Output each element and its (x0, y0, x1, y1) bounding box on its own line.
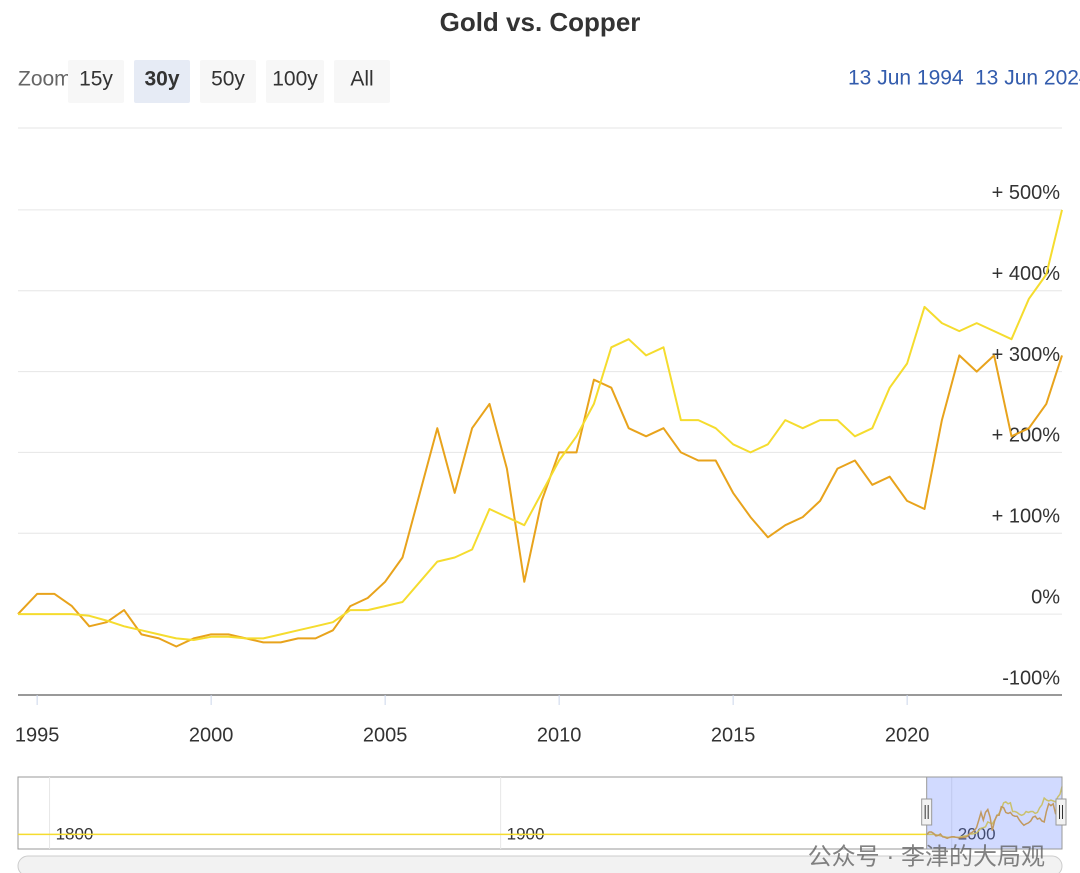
y-tick-label: + 200% (992, 425, 1061, 447)
y-tick-label: + 100% (992, 506, 1061, 528)
zoom-button-label[interactable]: 100y (272, 68, 318, 91)
chart-title: Gold vs. Copper (440, 7, 641, 37)
zoom-button[interactable] (334, 60, 390, 103)
zoom-button[interactable] (200, 60, 256, 103)
navigator-frame (17, 776, 1063, 850)
zoom-button-label[interactable]: 30y (144, 68, 179, 91)
zoom-button[interactable] (68, 60, 124, 103)
scrollbar[interactable] (17, 855, 1063, 873)
zoom-button[interactable] (134, 60, 190, 103)
navigator-selection[interactable] (926, 776, 1063, 850)
y-tick-label: 0% (1031, 586, 1060, 608)
y-tick-label: + 500% (992, 182, 1061, 204)
series-line (18, 209, 1063, 641)
x-tick-label: 2000 (189, 724, 234, 746)
x-tick-label: 2010 (537, 724, 582, 746)
navigator-handle[interactable] (1055, 798, 1067, 826)
navigator-handle[interactable] (921, 798, 933, 826)
x-tick-label: 1995 (15, 724, 60, 746)
y-tick-label: + 300% (992, 344, 1061, 366)
zoom-label: Zoom (18, 68, 72, 91)
y-tick-label: + 400% (992, 263, 1061, 285)
navigator-line (926, 802, 1063, 840)
zoom-button-label[interactable]: All (350, 68, 373, 91)
x-tick-label: 2015 (711, 724, 756, 746)
series-line (17, 354, 1063, 648)
zoom-button[interactable] (266, 60, 324, 103)
navigator-tick-label: 2000 (958, 824, 996, 843)
zoom-button-label[interactable]: 15y (79, 68, 113, 91)
range-from[interactable]: 13 Jun 1994 (848, 67, 964, 90)
range-to[interactable]: 13 Jun 2024 (975, 67, 1080, 90)
watermark: 公众号 · 李津的大局观 (808, 843, 1045, 870)
x-tick-label: 2005 (363, 724, 408, 746)
x-tick-label: 2020 (885, 724, 930, 746)
zoom-button-label[interactable]: 50y (211, 68, 245, 91)
y-tick-label: -100% (1002, 667, 1060, 689)
